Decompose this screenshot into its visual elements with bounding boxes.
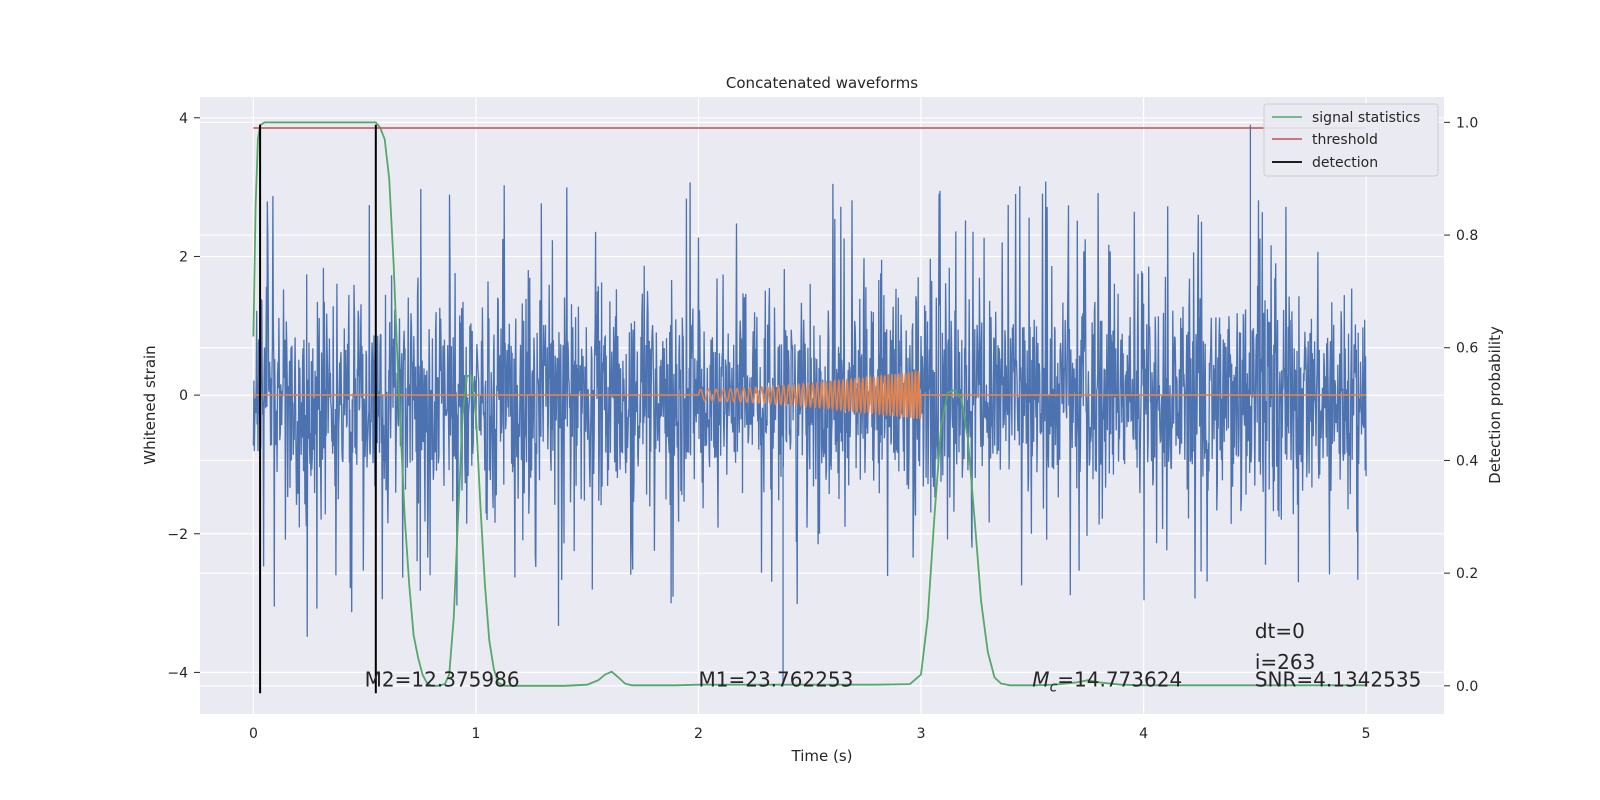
y-axis-ticks: −4 −2 0 2 4 xyxy=(167,111,200,681)
x-axis-label: Time (s) xyxy=(791,747,853,765)
x-tick-label: 2 xyxy=(694,726,703,742)
y-axis-label: Whitened strain xyxy=(141,345,159,464)
x-axis-ticks: 0 1 2 3 4 5 xyxy=(249,726,1371,742)
legend-label-threshold: threshold xyxy=(1312,132,1378,148)
y-tick-label: −4 xyxy=(167,665,188,681)
x-tick-label: 3 xyxy=(917,726,926,742)
y2-tick-label: 0.2 xyxy=(1456,566,1478,582)
annotation-text: SNR=4.1342535 xyxy=(1255,667,1421,691)
x-tick-label: 4 xyxy=(1139,726,1148,742)
y2-tick-label: 0.4 xyxy=(1456,453,1478,469)
x-tick-label: 5 xyxy=(1362,726,1371,742)
legend-label-detection: detection xyxy=(1312,155,1378,171)
injected-waveform-line xyxy=(253,370,1367,420)
signal-statistics-line xyxy=(252,121,1367,687)
y-tick-label: −2 xyxy=(167,527,188,543)
annotation-text: i=263 xyxy=(1255,650,1316,674)
noise-series xyxy=(252,124,1367,687)
legend: signal statistics threshold detection xyxy=(1263,103,1439,177)
y-tick-label: 0 xyxy=(179,388,188,404)
y-tick-label: 4 xyxy=(179,111,188,127)
y2-tick-label: 0.0 xyxy=(1456,679,1478,695)
x-tick-label: 1 xyxy=(471,726,480,742)
chart-title: Concatenated waveforms xyxy=(726,74,918,92)
y2-tick-label: 0.8 xyxy=(1456,228,1478,244)
legend-label-signal: signal statistics xyxy=(1312,110,1420,126)
x-tick-label: 0 xyxy=(249,726,258,742)
noise-line xyxy=(252,181,1367,637)
signal-statistics-series xyxy=(252,121,1367,687)
y2-tick-label: 1.0 xyxy=(1456,115,1478,131)
annotation-text: Mc=14.773624 xyxy=(1032,667,1182,695)
annotations: M2=12.375986 M1=23.762253 Mc=14.773624 dt=0… xyxy=(365,619,1422,696)
y-tick-label: 2 xyxy=(179,249,188,265)
annotation-text: M2=12.375986 xyxy=(365,667,520,691)
y2-axis-label: Detection probability xyxy=(1486,326,1504,484)
legend-box xyxy=(1263,103,1439,177)
annotation-text: M1=23.762253 xyxy=(698,667,853,691)
y2-axis-ticks: 0.0 0.2 0.4 0.6 0.8 1.0 xyxy=(1444,115,1478,695)
annotation-text: dt=0 xyxy=(1255,619,1305,643)
y2-tick-label: 0.6 xyxy=(1456,341,1478,357)
injected-waveform-series xyxy=(253,370,1367,420)
detection-series xyxy=(259,124,377,694)
